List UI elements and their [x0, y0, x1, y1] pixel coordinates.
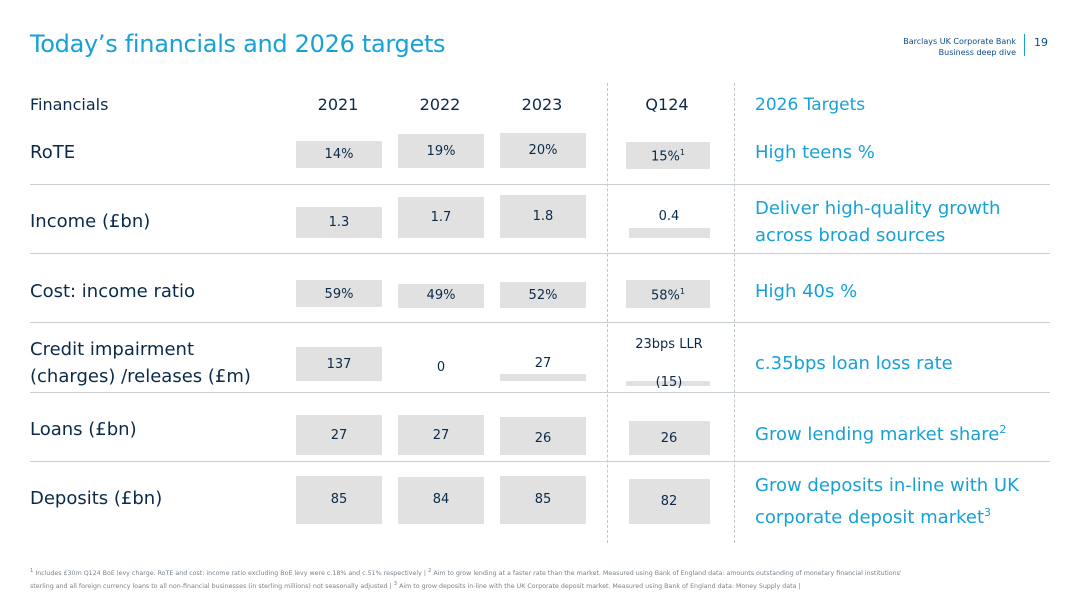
value-bar — [500, 417, 586, 455]
header-divider — [1024, 34, 1025, 56]
rote-2022-value: 19% — [426, 144, 456, 159]
deposits-2023-value: 85 — [534, 492, 552, 507]
loans-2021-value: 27 — [330, 428, 348, 443]
loans-2023-value: 26 — [534, 431, 552, 446]
header-2023: 2023 — [521, 95, 563, 114]
footnote: 1 Includes £30m Q124 BoE levy charge. Ro… — [30, 568, 902, 591]
value-bar — [296, 476, 382, 524]
cost-2023-value: 52% — [528, 288, 558, 303]
header-financials: Financials — [30, 95, 109, 114]
value-bar — [296, 347, 382, 381]
value-bar — [500, 476, 586, 524]
value-bar — [398, 134, 484, 168]
deposits-2022-value: 84 — [432, 492, 450, 507]
value-bar — [500, 195, 586, 238]
value-bar — [398, 415, 484, 455]
credit-q124-note: 23bps LLR — [635, 337, 703, 352]
page-title: Today’s financials and 2026 targets — [30, 30, 446, 58]
dashed-separator-right — [734, 83, 735, 543]
row-divider — [30, 392, 1050, 393]
income-q124-value: 0.4 — [658, 209, 680, 224]
target-cost-income: High 40s % — [755, 281, 858, 302]
target-credit-impairment: c.35bps loan loss rate — [755, 353, 953, 374]
page-number: 19 — [1034, 36, 1048, 49]
row-label-deposits: Deposits (£bn) — [30, 488, 163, 509]
row-divider — [30, 253, 1050, 254]
value-bar — [626, 381, 710, 386]
brand-line-1: Barclays UK Corporate Bank — [903, 37, 1016, 46]
row-label-cost-income: Cost: income ratio — [30, 281, 195, 302]
value-bar — [500, 133, 586, 168]
row-label-income: Income (£bn) — [30, 211, 151, 232]
credit-2022-value: 0 — [436, 360, 446, 375]
income-2021-value: 1.3 — [328, 215, 350, 230]
value-bar — [296, 415, 382, 455]
value-bar — [398, 197, 484, 238]
rote-2021-value: 14% — [324, 147, 354, 162]
row-label-rote: RoTE — [30, 142, 76, 163]
value-bar — [398, 477, 484, 524]
credit-2023-value: 27 — [534, 356, 552, 371]
row-divider — [30, 322, 1050, 323]
brand-block: Barclays UK Corporate Bank Business deep… — [903, 36, 1016, 58]
brand-line-2: Business deep dive — [938, 48, 1016, 57]
value-bar — [500, 374, 586, 381]
target-loans: Grow lending market share2 — [755, 423, 1007, 445]
row-divider — [30, 184, 1050, 185]
value-bar — [296, 207, 382, 238]
value-bar — [629, 228, 710, 238]
loans-q124-value: 26 — [660, 431, 678, 446]
income-2023-value: 1.8 — [532, 209, 554, 224]
dashed-separator-left — [607, 83, 608, 543]
header-q124: Q124 — [645, 95, 689, 114]
row-label-credit-impairment: Credit impairment (charges) /releases (£… — [30, 339, 251, 387]
deposits-2021-value: 85 — [330, 492, 348, 507]
target-rote: High teens % — [755, 142, 875, 163]
loans-2022-value: 27 — [432, 428, 450, 443]
header-2026-targets: 2026 Targets — [755, 95, 866, 115]
target-income: Deliver high-quality growth across broad… — [755, 198, 1001, 246]
value-bar — [398, 284, 484, 308]
row-label-loans: Loans (£bn) — [30, 419, 137, 440]
value-bar — [626, 142, 710, 169]
value-bar — [626, 280, 710, 308]
header-2022: 2022 — [419, 95, 461, 114]
rote-q124-value: 15%1 — [651, 148, 685, 165]
cost-2022-value: 49% — [426, 288, 456, 303]
header-2021: 2021 — [317, 95, 359, 114]
credit-q124-value: (15) — [655, 375, 683, 390]
cost-2021-value: 59% — [324, 287, 354, 302]
value-bar — [296, 141, 382, 168]
target-deposits: Grow deposits in-line with UK corporate … — [755, 475, 1019, 528]
value-bar — [629, 421, 710, 455]
cost-q124-value: 58%1 — [651, 287, 685, 304]
credit-2021-value: 137 — [326, 357, 352, 372]
rote-2023-value: 20% — [528, 143, 558, 158]
value-bar — [296, 280, 382, 307]
deposits-q124-value: 82 — [660, 494, 678, 509]
income-2022-value: 1.7 — [430, 210, 452, 225]
value-bar — [629, 479, 710, 524]
row-divider — [30, 461, 1050, 462]
value-bar — [500, 282, 586, 308]
